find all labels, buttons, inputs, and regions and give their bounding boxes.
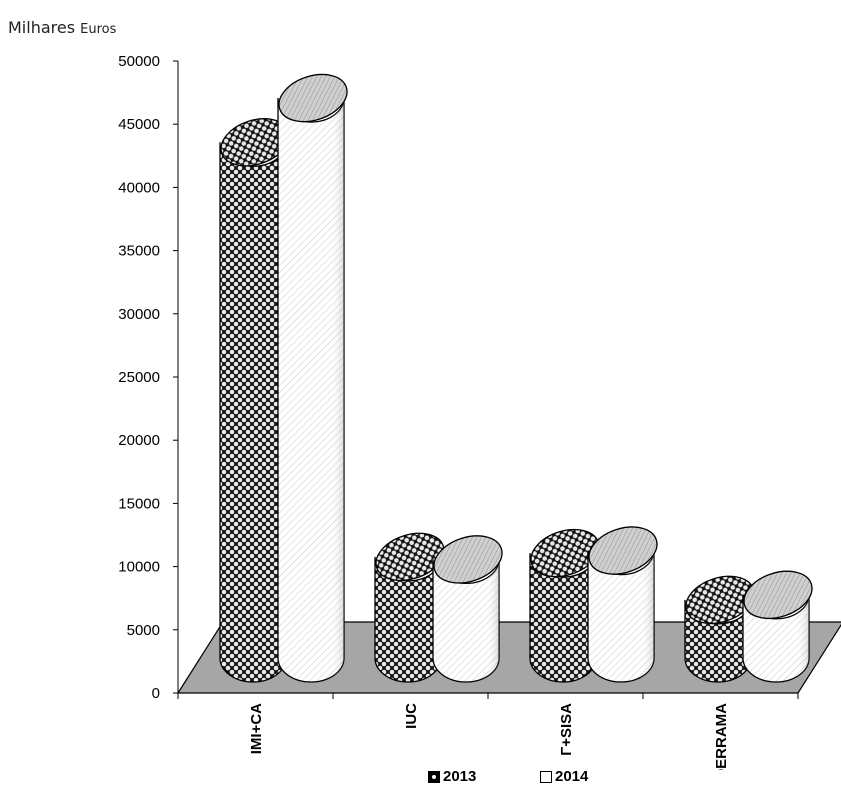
y-tick-label: 5000 bbox=[127, 622, 160, 639]
y-tick-label: 45000 bbox=[118, 116, 160, 133]
bar-top-2014-IMI+CA bbox=[278, 73, 348, 123]
legend-label-2013: 2013 bbox=[443, 768, 477, 785]
cylinder-2014-IUC bbox=[432, 535, 503, 683]
y-tick-label: 30000 bbox=[118, 306, 160, 323]
bar-shade-2014-IMI+CA bbox=[278, 98, 344, 683]
legend-swatch-2013 bbox=[428, 770, 440, 783]
cylinder-2013-IMI+CA bbox=[219, 118, 290, 683]
y-tick-label: 20000 bbox=[118, 432, 160, 449]
cylinder-2014-IMI+CA bbox=[277, 73, 348, 683]
cylinder-2014-DERRAMA bbox=[742, 570, 813, 683]
bar-chart: 0 5000 10000 15000 20000 25000 30000 35000 40000… bbox=[118, 53, 841, 770]
cylinder-2014-IMT+SISA bbox=[587, 526, 658, 683]
cylinder-2013-IMT+SISA bbox=[529, 528, 600, 683]
x-category-label-1: IUC bbox=[403, 703, 420, 729]
bar-top-2014-DERRAMA bbox=[743, 570, 813, 620]
y-tick-label: 10000 bbox=[118, 559, 160, 576]
legend-label-2014: 2014 bbox=[555, 768, 589, 785]
bar-top-2014-IUC bbox=[433, 535, 503, 584]
bar-shade-2014-IMT+SISA bbox=[588, 550, 654, 682]
y-tick-label: 40000 bbox=[118, 179, 160, 196]
y-axis-unit-label: Milhares Euros bbox=[8, 18, 116, 37]
y-tick-label: 25000 bbox=[118, 369, 160, 386]
y-tick-label: 15000 bbox=[118, 495, 160, 512]
cylinder-2013-IUC bbox=[374, 532, 445, 683]
cylinder-2013-DERRAMA bbox=[684, 575, 755, 683]
y-tick-label: 35000 bbox=[118, 243, 160, 260]
bar-shade-2014-IUC bbox=[433, 559, 499, 682]
y-tick-label: 0 bbox=[152, 685, 160, 702]
y-axis-unit-suffix: Euros bbox=[80, 22, 117, 37]
x-category-label-2: Γ+SISA bbox=[558, 703, 575, 756]
y-tick-label: 50000 bbox=[118, 53, 160, 70]
bar-top-2014-IMT+SISA bbox=[588, 526, 658, 575]
legend-item-2014: 2014 bbox=[540, 768, 588, 785]
legend: 2013 2014 bbox=[0, 768, 841, 790]
bar-body-2013-IMI+CA bbox=[219, 142, 287, 683]
legend-item-2013: 2013 bbox=[428, 768, 476, 785]
legend-swatch-2014 bbox=[540, 770, 552, 783]
bar-top-2013-IUC bbox=[375, 532, 445, 582]
x-category-label-0: IMI+CA bbox=[248, 703, 265, 754]
y-axis-unit-main: Milhares bbox=[8, 18, 76, 37]
x-category-label-3: DERRAMA bbox=[713, 703, 730, 770]
